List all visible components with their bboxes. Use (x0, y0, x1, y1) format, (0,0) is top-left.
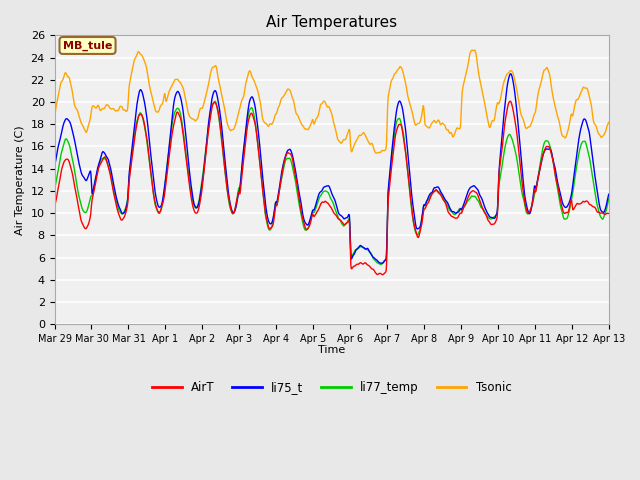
Y-axis label: Air Temperature (C): Air Temperature (C) (15, 125, 25, 235)
X-axis label: Time: Time (318, 345, 346, 355)
Tsonic (557, 125, 564, 131)
li77_temp (572, 169, 580, 175)
AirT (572, 203, 580, 208)
AirT (51, 203, 58, 209)
li77_temp (211, 98, 219, 104)
Legend: AirT, li75_t, li77_temp, Tsonic: AirT, li75_t, li77_temp, Tsonic (147, 377, 516, 399)
li77_temp (360, 245, 368, 251)
li75_t (360, 245, 367, 251)
li77_temp (205, 119, 213, 125)
AirT (493, 215, 500, 221)
AirT (506, 98, 514, 104)
li75_t (51, 162, 58, 168)
Tsonic (51, 113, 58, 119)
AirT (557, 197, 564, 203)
Tsonic (205, 78, 213, 84)
li75_t (493, 210, 500, 216)
li77_temp (493, 209, 501, 215)
AirT (348, 266, 355, 272)
Line: AirT: AirT (54, 101, 609, 275)
Title: Air Temperatures: Air Temperatures (266, 15, 397, 30)
Tsonic (493, 101, 501, 107)
Text: MB_tule: MB_tule (63, 40, 112, 50)
Line: li77_temp: li77_temp (54, 101, 609, 264)
li77_temp (348, 253, 356, 259)
li75_t (205, 116, 213, 121)
li75_t (507, 71, 515, 77)
AirT (379, 272, 387, 277)
li75_t (605, 191, 612, 197)
li77_temp (51, 186, 58, 192)
Tsonic (348, 149, 355, 155)
Line: Tsonic: Tsonic (54, 50, 609, 153)
li75_t (377, 260, 385, 266)
li75_t (572, 159, 580, 165)
AirT (360, 261, 367, 266)
li75_t (557, 191, 564, 197)
Tsonic (360, 130, 367, 136)
li77_temp (557, 203, 564, 208)
Tsonic (372, 150, 380, 156)
li77_temp (605, 196, 612, 202)
AirT (605, 211, 612, 216)
Tsonic (471, 47, 479, 53)
Tsonic (605, 120, 612, 125)
li75_t (348, 256, 355, 262)
Line: li75_t: li75_t (54, 74, 609, 263)
li77_temp (377, 262, 385, 267)
Tsonic (572, 98, 580, 104)
AirT (205, 123, 213, 129)
